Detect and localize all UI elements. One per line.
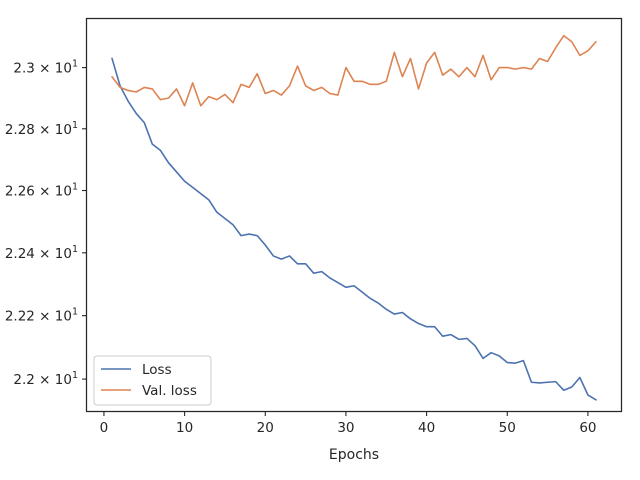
- legend-label-2: Val. loss: [142, 383, 197, 399]
- y-tick-label: 2.26 × 101: [5, 182, 78, 200]
- y-axis-ticks: 2.2 × 101 2.22 × 101 2.24 × 101 2.26 × 101 2…: [5, 59, 87, 388]
- y-tick-label: 2.22 × 101: [5, 307, 78, 325]
- x-tick-label: 20: [257, 420, 274, 436]
- x-tick-label: 30: [337, 420, 354, 436]
- series-line-2: [111, 34, 597, 107]
- y-tick-label: 2.3 × 101: [13, 59, 78, 77]
- x-tick-label: 60: [579, 420, 596, 436]
- x-axis-label: Epochs: [329, 447, 379, 463]
- x-tick-label: 0: [100, 420, 109, 436]
- y-tick-label: 2.28 × 101: [5, 120, 78, 138]
- legend: Loss Val. loss: [93, 355, 212, 406]
- x-tick-label: 50: [499, 420, 516, 436]
- y-tick-label: 2.2 × 101: [13, 370, 78, 388]
- legend-label-1: Loss: [142, 362, 172, 378]
- series-lines: [111, 34, 597, 401]
- x-tick-label: 10: [176, 420, 193, 436]
- series-line-1: [111, 57, 597, 401]
- x-tick-label: 40: [418, 420, 435, 436]
- plot-frame: [85, 17, 623, 413]
- x-axis-ticks: 0 10 20 30 40 50 60: [100, 411, 597, 436]
- y-tick-label: 2.24 × 101: [5, 244, 78, 262]
